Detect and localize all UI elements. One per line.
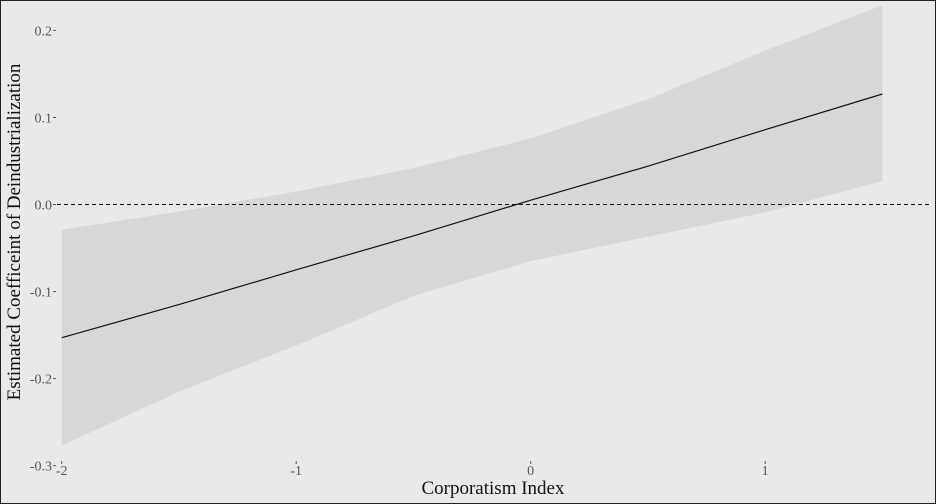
y-axis-ticks: 0.2 0.1 0.0 -0.1 -0.2 -0.3 [30, 24, 56, 475]
estimate-line-layer [61, 93, 883, 339]
x-axis-ticks: -2 -1 0 1 [56, 461, 769, 479]
x-tick-label: 1 [762, 464, 769, 479]
confidence-band-layer [61, 5, 883, 446]
x-tick-label: -2 [56, 464, 68, 479]
x-axis-title: Corporatism Index [421, 478, 565, 499]
y-tick-label: -0.3 [30, 460, 52, 475]
x-tick-label: 0 [527, 464, 534, 479]
y-tick-label: 0.0 [35, 199, 53, 214]
y-tick-label: 0.2 [35, 24, 53, 39]
y-tick-label: -0.1 [30, 286, 52, 301]
y-axis-title: Estimated Coefficeint of Deindustrializa… [4, 63, 25, 400]
y-tick-label: -0.2 [30, 373, 52, 388]
estimate-line [61, 93, 883, 339]
confidence-band [61, 5, 883, 446]
y-tick-label: 0.1 [35, 112, 53, 127]
x-tick-label: -1 [290, 464, 302, 479]
